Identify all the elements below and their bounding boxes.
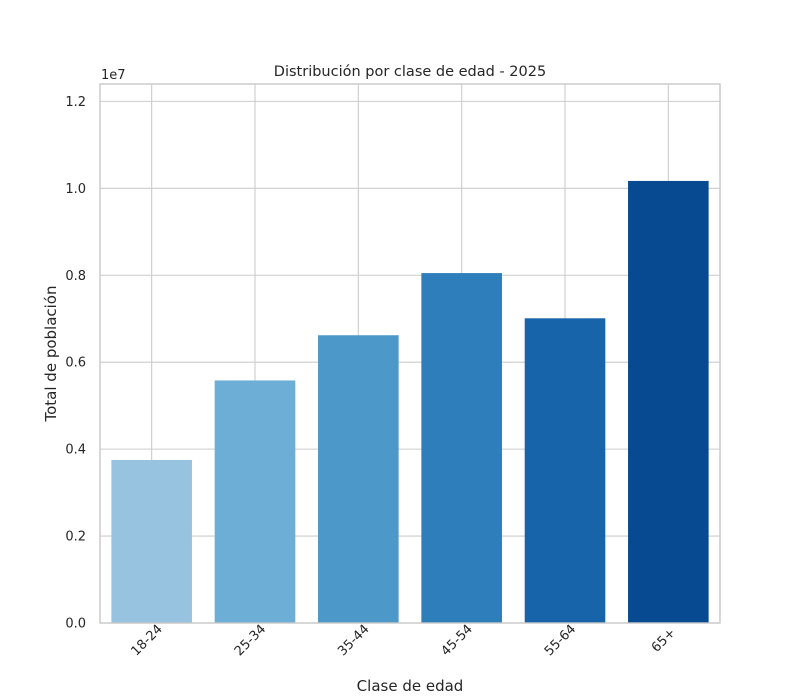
- y-tick-label: 0.4: [65, 443, 86, 458]
- bars-layer: [111, 180, 709, 624]
- y-tick-label: 0.0: [65, 617, 86, 632]
- x-axis-label: Clase de edad: [357, 677, 464, 695]
- x-tick-label: 18-24: [129, 622, 166, 659]
- bar-35-44: [318, 335, 399, 623]
- x-tick-label: 25-34: [232, 622, 269, 659]
- y-tick-label: 0.8: [65, 269, 86, 284]
- bar-45-54: [421, 273, 502, 623]
- bar-55-64: [524, 318, 606, 623]
- y-axis-label: Total de población: [42, 286, 60, 423]
- bar-65+: [628, 180, 709, 624]
- y-tick-label: 1.2: [65, 95, 86, 110]
- plot-frame: [99, 83, 721, 624]
- y-tick-label: 1.0: [65, 182, 86, 197]
- bar-18-24: [111, 459, 192, 623]
- grid-layer: [100, 84, 720, 624]
- y-tick-label: 0.2: [65, 530, 86, 545]
- x-tick-label: 55-64: [542, 622, 579, 659]
- x-tick-label: 35-44: [335, 622, 372, 659]
- bar-25-34: [214, 380, 296, 623]
- chart-title: Distribución por clase de edad - 2025: [274, 64, 546, 80]
- y-axis-offset-label: 1e7: [101, 68, 126, 83]
- x-tick-label: 45-54: [439, 622, 476, 659]
- y-tick-label: 0.6: [65, 356, 86, 371]
- x-tick-label: 65+: [649, 626, 679, 656]
